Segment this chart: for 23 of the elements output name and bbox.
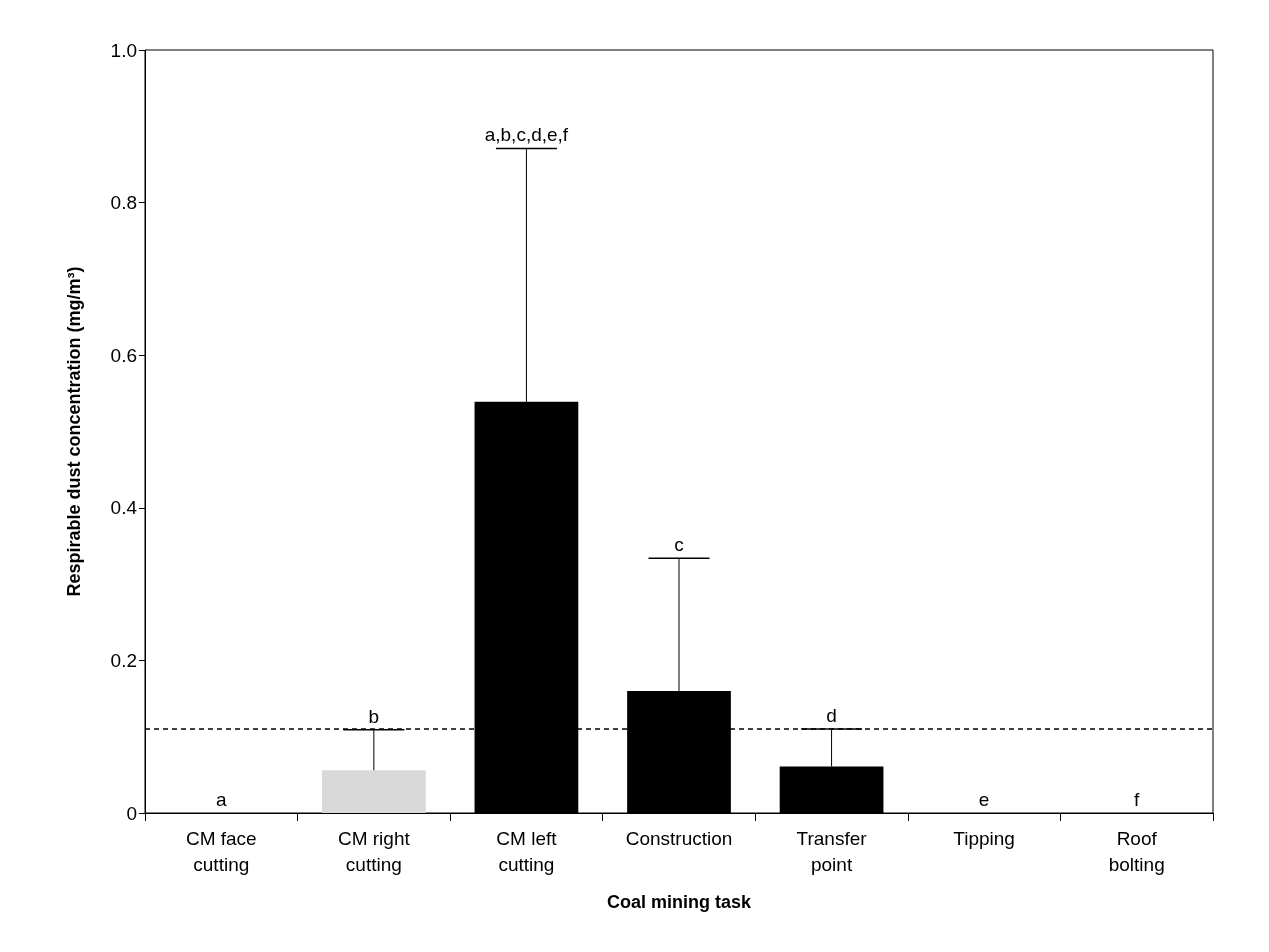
annotation: d xyxy=(826,705,837,727)
y-tick-label: 0 xyxy=(126,802,137,824)
y-tick-label: 0.8 xyxy=(110,192,137,214)
annotation: e xyxy=(978,789,990,810)
x-tick-label: Roof bolting xyxy=(1108,827,1165,875)
y-axis-title: Respirable dust concentration (mg/m³) xyxy=(64,266,84,597)
y-tick-label: 0.2 xyxy=(110,649,137,671)
x-axis-title: Coal mining task xyxy=(606,892,752,912)
x-tick-label: Transfer point xyxy=(796,827,868,875)
x-tick-label: CM right cutting xyxy=(337,827,411,875)
x-tick-label: CM left cutting xyxy=(496,827,558,875)
annotation: f xyxy=(1134,789,1141,810)
annotation: c xyxy=(674,534,684,556)
y-tick-label: 1.0 xyxy=(110,39,137,61)
x-tick-label: CM face cutting xyxy=(185,827,257,875)
x-tick-label: Construction xyxy=(625,827,733,849)
x-tick-label: Tipping xyxy=(953,827,1015,849)
annotation: a xyxy=(216,789,227,810)
y-tick-label: 0.6 xyxy=(110,344,137,366)
annotation: a,b,c,d,e,f xyxy=(484,124,569,146)
bar xyxy=(321,770,426,813)
annotation: b xyxy=(368,705,380,727)
y-tick-label: 0.4 xyxy=(110,497,138,519)
